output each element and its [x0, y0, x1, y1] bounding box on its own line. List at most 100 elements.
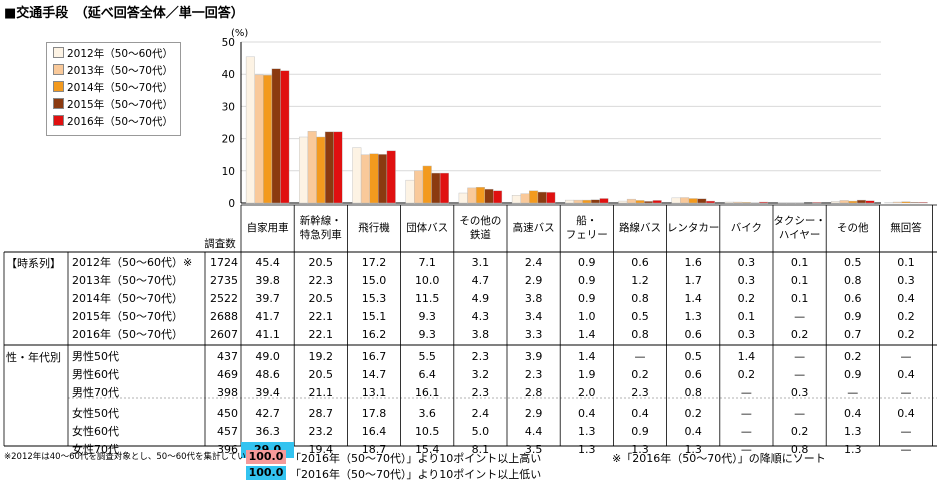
bar — [468, 188, 477, 203]
row-label: 男性70代 — [72, 385, 119, 401]
bar — [325, 132, 334, 203]
table-cell: 11.5 — [401, 291, 454, 307]
sample-size: 2607 — [206, 327, 238, 343]
table-cell: 16.7 — [347, 349, 400, 365]
table-cell: 48.6 — [241, 367, 294, 383]
bar — [317, 137, 326, 203]
column-header: 新幹線・ 特急列車 — [294, 205, 347, 251]
bar — [644, 201, 653, 203]
row-label: 女性50代 — [72, 406, 119, 422]
table-cell: 42.7 — [241, 406, 294, 422]
legend-swatch — [53, 81, 64, 92]
table-cell: 16.1 — [401, 385, 454, 401]
table-cell: 15.1 — [347, 309, 400, 325]
bar — [414, 171, 423, 203]
row-label: 女性60代 — [72, 424, 119, 440]
bar — [370, 154, 379, 203]
table-cell: 0.4 — [879, 406, 932, 422]
table-cell: 0.2 — [773, 327, 826, 343]
table-cell: 0.3 — [720, 327, 773, 343]
table-cell: 20.5 — [294, 255, 347, 271]
bar — [627, 199, 636, 203]
group-label: 性・年代別 — [6, 349, 61, 365]
legend-swatch — [53, 64, 64, 75]
bar — [902, 202, 911, 203]
sample-size: 457 — [206, 424, 238, 440]
y-axis-label: (%) — [231, 28, 248, 39]
table-cell: 0.2 — [667, 406, 720, 422]
table-cell: 0.9 — [560, 273, 613, 289]
table-cell: 22.3 — [294, 273, 347, 289]
table-cell: 15.3 — [347, 291, 400, 307]
bar — [459, 193, 468, 203]
table-cell: 10.0 — [401, 273, 454, 289]
table-cell: 2.3 — [507, 367, 560, 383]
table-cell: 0.6 — [667, 327, 720, 343]
table-cell: 5.5 — [401, 349, 454, 365]
sample-size: 1724 — [206, 255, 238, 271]
table-cell: — — [720, 385, 773, 401]
bar — [565, 200, 574, 203]
bar — [529, 191, 538, 203]
chart-legend: 2012年（50〜60代）2013年（50〜70代）2014年（50〜70代）2… — [46, 42, 181, 136]
table-cell: 41.7 — [241, 309, 294, 325]
bar — [493, 191, 502, 203]
table-cell: 20.5 — [294, 291, 347, 307]
bar — [653, 200, 662, 203]
table-cell: 17.8 — [347, 406, 400, 422]
bar — [246, 57, 255, 203]
bar — [849, 201, 858, 203]
row-label: 2016年（50〜70代） — [72, 327, 183, 343]
table-cell: 16.4 — [347, 424, 400, 440]
bar — [636, 200, 645, 203]
table-cell: 13.1 — [347, 385, 400, 401]
table-cell: 0.4 — [826, 406, 879, 422]
table-cell: 0.9 — [560, 255, 613, 271]
table-cell: 16.2 — [347, 327, 400, 343]
key-low-text: 「2016年（50〜70代）」より10ポイント以上低い — [290, 466, 541, 482]
bar — [361, 155, 370, 203]
bar — [591, 200, 600, 203]
table-cell: 0.9 — [826, 309, 879, 325]
column-header: 高速バス — [507, 205, 560, 251]
y-tick-label: 40 — [222, 69, 235, 81]
table-cell: 0.2 — [720, 367, 773, 383]
legend-swatch — [53, 98, 64, 109]
bar — [281, 71, 290, 203]
table-cell: 22.1 — [294, 327, 347, 343]
table-cell: 2.8 — [507, 385, 560, 401]
table-cell: 39.4 — [241, 385, 294, 401]
bar — [440, 173, 449, 203]
table-cell: 0.2 — [879, 327, 932, 343]
table-cell: 10.5 — [401, 424, 454, 440]
table-cell: 1.3 — [560, 424, 613, 440]
table-cell: 0.1 — [720, 309, 773, 325]
table-cell: 6.4 — [401, 367, 454, 383]
row-label: 2014年（50〜70代） — [72, 291, 183, 307]
table-cell: 1.4 — [560, 349, 613, 365]
table-cell: 41.1 — [241, 327, 294, 343]
bar — [919, 202, 928, 203]
bar — [547, 192, 556, 203]
key-high-swatch: 100.0 — [246, 450, 286, 464]
table-cell: 1.9 — [560, 367, 613, 383]
legend-label: 2015年（50〜70代） — [67, 99, 173, 111]
bar — [600, 198, 609, 203]
table-cell: 1.3 — [826, 424, 879, 440]
table-cell: — — [879, 385, 932, 401]
table-cell: — — [773, 367, 826, 383]
table-cell: 0.5 — [667, 349, 720, 365]
table-cell: 2.9 — [507, 273, 560, 289]
legend-swatch — [53, 115, 64, 126]
bar — [406, 180, 415, 203]
key-low-swatch: 100.0 — [246, 466, 286, 480]
table-cell: — — [879, 349, 932, 365]
table-cell: 0.7 — [826, 327, 879, 343]
table-cell: 3.6 — [401, 406, 454, 422]
table-cell: 0.2 — [826, 349, 879, 365]
table-cell: 2.4 — [507, 255, 560, 271]
